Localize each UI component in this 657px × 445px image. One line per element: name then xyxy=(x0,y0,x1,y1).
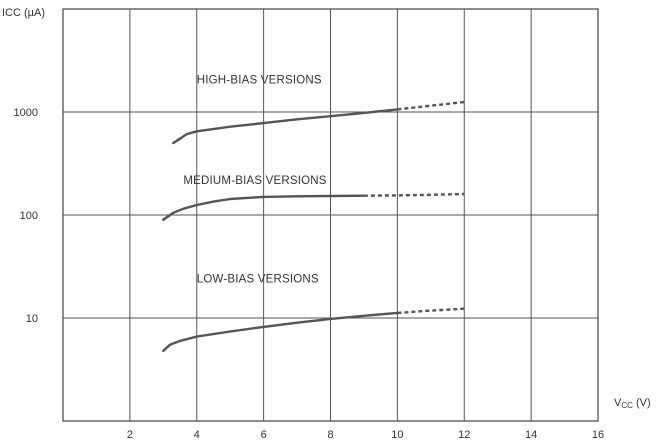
y-tick-label: 10 xyxy=(26,313,38,325)
x-tick-label: 8 xyxy=(327,429,333,441)
x-tick-label: 2 xyxy=(127,429,133,441)
y-tick-label: 1000 xyxy=(14,107,38,119)
x-axis-label-sub: CC xyxy=(621,401,633,410)
x-axis-label-unit: (V) xyxy=(633,397,651,409)
y-axis-label: ICC (µA) xyxy=(2,7,45,19)
x-tick-label: 4 xyxy=(194,429,200,441)
series-line-start xyxy=(172,137,181,145)
series-line-start xyxy=(162,211,175,221)
x-tick-label: 12 xyxy=(458,429,470,441)
series-line-start xyxy=(162,343,171,352)
series-line-dashed xyxy=(397,100,465,111)
plot-frame xyxy=(62,8,599,422)
series-line-solid xyxy=(162,311,399,352)
y-tick-label: 100 xyxy=(20,210,38,222)
x-axis-label-main: V xyxy=(614,397,622,409)
series-line-solid xyxy=(162,194,366,221)
series-lines xyxy=(162,100,465,352)
series-labels: HIGH-BIAS VERSIONS MEDIUM-BIAS VERSIONS LO… xyxy=(183,74,326,285)
chart-grid xyxy=(63,9,598,421)
series-label: MEDIUM-BIAS VERSIONS xyxy=(183,175,326,187)
x-tick-label: 10 xyxy=(391,429,403,441)
series-line-dashed xyxy=(397,307,465,315)
series-line-solid xyxy=(172,108,399,145)
series-label: LOW-BIAS VERSIONS xyxy=(197,274,319,286)
tick-labels: 2 4 6 8 10 12 14 16 10 100 1000 xyxy=(14,107,605,441)
series-label: HIGH-BIAS VERSIONS xyxy=(197,74,322,86)
x-tick-label: 6 xyxy=(261,429,267,441)
x-tick-label: 16 xyxy=(592,429,604,441)
x-tick-label: 14 xyxy=(525,429,537,441)
x-axis-label: VCC (V) xyxy=(614,397,651,410)
series-line-dashed xyxy=(363,192,465,197)
